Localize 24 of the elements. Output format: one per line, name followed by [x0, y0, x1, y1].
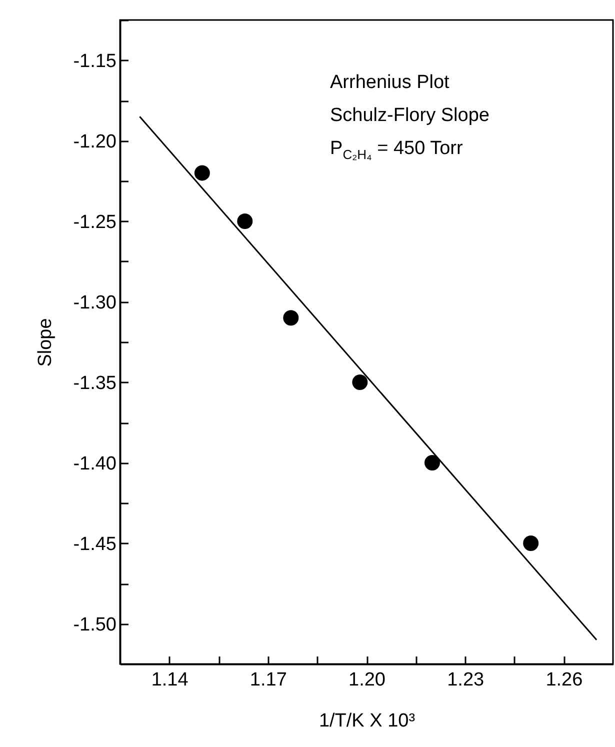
point	[283, 310, 299, 326]
annotation: Schulz-Flory Slope	[330, 104, 490, 128]
x-tick-label: 1.17	[250, 670, 287, 690]
x-tick-label: 1.26	[546, 670, 583, 690]
y-tick-label: -1.30	[73, 292, 116, 314]
point	[523, 536, 539, 551]
y-tick-label: -1.35	[73, 372, 116, 394]
x-axis-title: 1/T/K X 10³	[318, 710, 416, 732]
annotation: P$_{C₂H₄}$ = 450 Torr	[330, 137, 464, 164]
y-tick-label: -1.20	[73, 131, 116, 152]
point	[424, 455, 440, 470]
y-tick-label: -1.45	[73, 534, 116, 555]
x-tick-label: 1.14	[151, 670, 189, 690]
y-axis-title: Slope	[35, 318, 56, 367]
y-tick-label: -1.40	[73, 453, 116, 474]
point	[237, 214, 253, 229]
annotation: Arrhenius Plot	[330, 71, 450, 95]
y-tick-label: -1.15	[73, 50, 116, 72]
y-tick-label: -1.50	[73, 614, 116, 636]
x-tick-label: 1.23	[447, 670, 484, 690]
point	[194, 165, 210, 181]
y-tick-label: -1.25	[73, 212, 116, 233]
point	[352, 374, 368, 390]
x-tick-label: 1.20	[348, 670, 386, 690]
